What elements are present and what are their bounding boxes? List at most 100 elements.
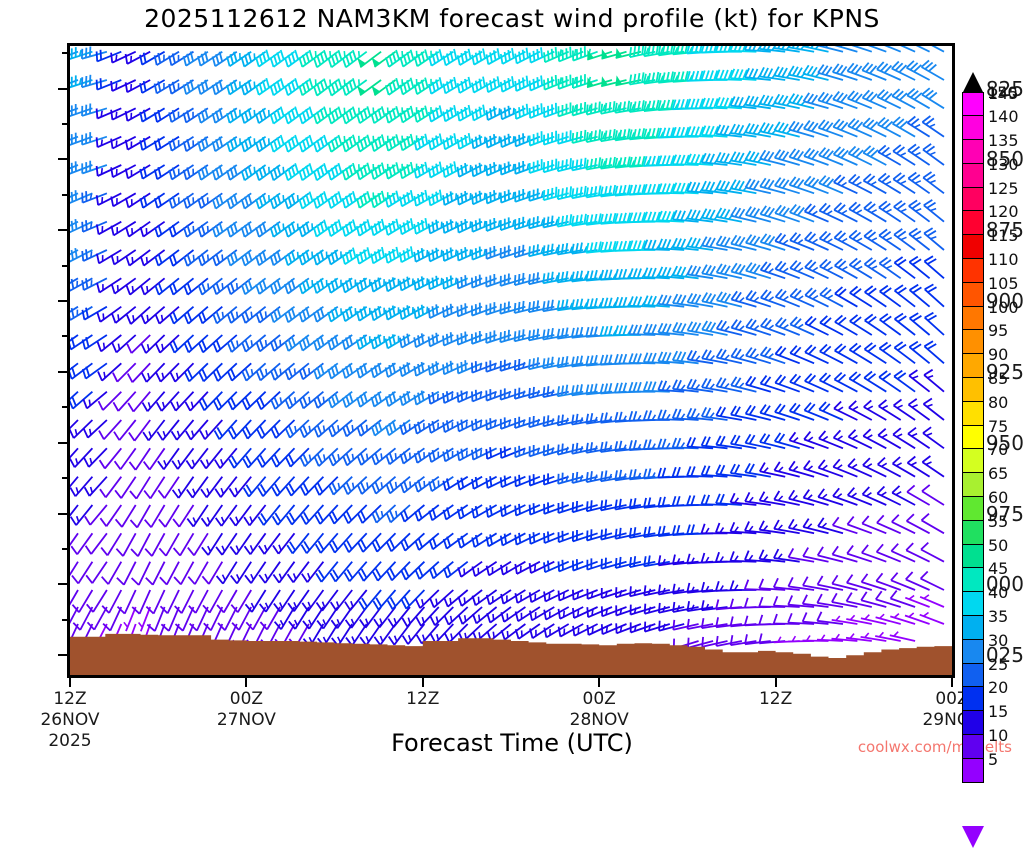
colorbar-label: 5 xyxy=(988,752,998,768)
x-axis-tick xyxy=(422,678,424,687)
colorbar-label: 140 xyxy=(988,109,1019,125)
y-axis-tick xyxy=(58,583,67,585)
colorbar-swatch: 95 xyxy=(962,329,984,354)
colorbar-swatch: 45 xyxy=(962,567,984,592)
colorbar-swatch: 50 xyxy=(962,544,984,569)
colorbar-swatch: 135 xyxy=(962,139,984,164)
y-axis-tick xyxy=(58,442,67,444)
x-label-time: 12Z xyxy=(40,689,99,710)
colorbar-swatch: 80 xyxy=(962,401,984,426)
colorbar-label: 60 xyxy=(988,490,1008,506)
colorbar-label: 40 xyxy=(988,585,1008,601)
colorbar-swatch: 5 xyxy=(962,758,984,783)
colorbar-label: 80 xyxy=(988,395,1008,411)
colorbar-swatch: 145 xyxy=(962,92,984,117)
colorbar-swatch: 25 xyxy=(962,663,984,688)
y-axis-tick xyxy=(58,229,67,231)
colorbar-label: 70 xyxy=(988,442,1008,458)
colorbar-label: 125 xyxy=(988,181,1019,197)
x-label-date: 26NOV xyxy=(40,710,99,731)
y-axis-minor-tick xyxy=(62,406,67,408)
y-axis-tick xyxy=(58,513,67,515)
colorbar-swatch: 125 xyxy=(962,187,984,212)
colorbar-bottom-arrow xyxy=(962,826,984,848)
terrain-surface xyxy=(70,46,952,675)
x-axis-label: 12Z xyxy=(406,689,439,710)
colorbar-label: 110 xyxy=(988,252,1019,268)
x-axis-tick xyxy=(951,678,953,687)
colorbar-label: 75 xyxy=(988,419,1008,435)
y-axis-tick xyxy=(58,654,67,656)
x-label-time: 12Z xyxy=(759,689,792,710)
colorbar-swatch: 120 xyxy=(962,210,984,235)
colorbar-swatch: 70 xyxy=(962,448,984,473)
colorbar-swatch: 35 xyxy=(962,615,984,640)
x-axis-label: 12Z xyxy=(759,689,792,710)
y-axis-minor-tick xyxy=(62,52,67,54)
colorbar-label: 10 xyxy=(988,728,1008,744)
y-axis-tick xyxy=(58,88,67,90)
colorbar-label: 90 xyxy=(988,347,1008,363)
colorbar-swatch: 55 xyxy=(962,520,984,545)
page-title: 2025112612 NAM3KM forecast wind profile … xyxy=(0,4,1024,33)
colorbar-label: 30 xyxy=(988,633,1008,649)
colorbar-swatch: 85 xyxy=(962,377,984,402)
x-label-time: 00Z xyxy=(217,689,276,710)
colorbar-swatch: 90 xyxy=(962,353,984,378)
colorbar-label: 15 xyxy=(988,704,1008,720)
colorbar-label: 115 xyxy=(988,228,1019,244)
colorbar-swatch: 130 xyxy=(962,163,984,188)
colorbar-swatch: 115 xyxy=(962,234,984,259)
colorbar-swatch: 75 xyxy=(962,425,984,450)
x-label-time: 12Z xyxy=(406,689,439,710)
wind-profile-chart: 2025112612 NAM3KM forecast wind profile … xyxy=(0,0,1024,768)
x-label-date: 28NOV xyxy=(570,710,629,731)
colorbar-label: 130 xyxy=(988,157,1019,173)
colorbar-label: 95 xyxy=(988,323,1008,339)
y-axis-minor-tick xyxy=(62,194,67,196)
x-axis-tick xyxy=(775,678,777,687)
x-label-time: 00Z xyxy=(570,689,629,710)
colorbar-label: 55 xyxy=(988,514,1008,530)
colorbar-label: 135 xyxy=(988,133,1019,149)
colorbar-swatch: 20 xyxy=(962,686,984,711)
colorbar-swatch: 40 xyxy=(962,591,984,616)
x-axis-tick xyxy=(245,678,247,687)
colorbar-label: 25 xyxy=(988,657,1008,673)
colorbar-swatch: 110 xyxy=(962,258,984,283)
y-axis-tick xyxy=(58,371,67,373)
x-label-date: 27NOV xyxy=(217,710,276,731)
colorbar-label: 100 xyxy=(988,300,1019,316)
y-axis-tick xyxy=(58,158,67,160)
y-axis-minor-tick xyxy=(62,619,67,621)
colorbar-label: 35 xyxy=(988,609,1008,625)
colorbar-label: 120 xyxy=(988,204,1019,220)
x-axis-tick xyxy=(598,678,600,687)
colorbar-swatch: 15 xyxy=(962,710,984,735)
terrain-fill xyxy=(70,634,952,675)
colorbar-label: 105 xyxy=(988,276,1019,292)
colorbar-label: 65 xyxy=(988,466,1008,482)
colorbar-label: 50 xyxy=(988,538,1008,554)
plot-area xyxy=(67,43,955,678)
colorbar-swatch: 140 xyxy=(962,115,984,140)
colorbar-label: 20 xyxy=(988,680,1008,696)
y-axis-minor-tick xyxy=(62,265,67,267)
x-axis-tick xyxy=(69,678,71,687)
y-axis-minor-tick xyxy=(62,548,67,550)
y-axis-minor-tick xyxy=(62,335,67,337)
colorbar-swatch: 100 xyxy=(962,306,984,331)
colorbar-swatch: 10 xyxy=(962,734,984,759)
colorbar-swatch: 65 xyxy=(962,472,984,497)
colorbar-swatch: 30 xyxy=(962,639,984,664)
y-axis-minor-tick xyxy=(62,477,67,479)
colorbar-swatch: 105 xyxy=(962,282,984,307)
colorbar-swatch: 60 xyxy=(962,496,984,521)
colorbar-label: 45 xyxy=(988,561,1008,577)
y-axis-minor-tick xyxy=(62,123,67,125)
y-axis-tick xyxy=(58,300,67,302)
colorbar-label: 145 xyxy=(988,86,1019,102)
